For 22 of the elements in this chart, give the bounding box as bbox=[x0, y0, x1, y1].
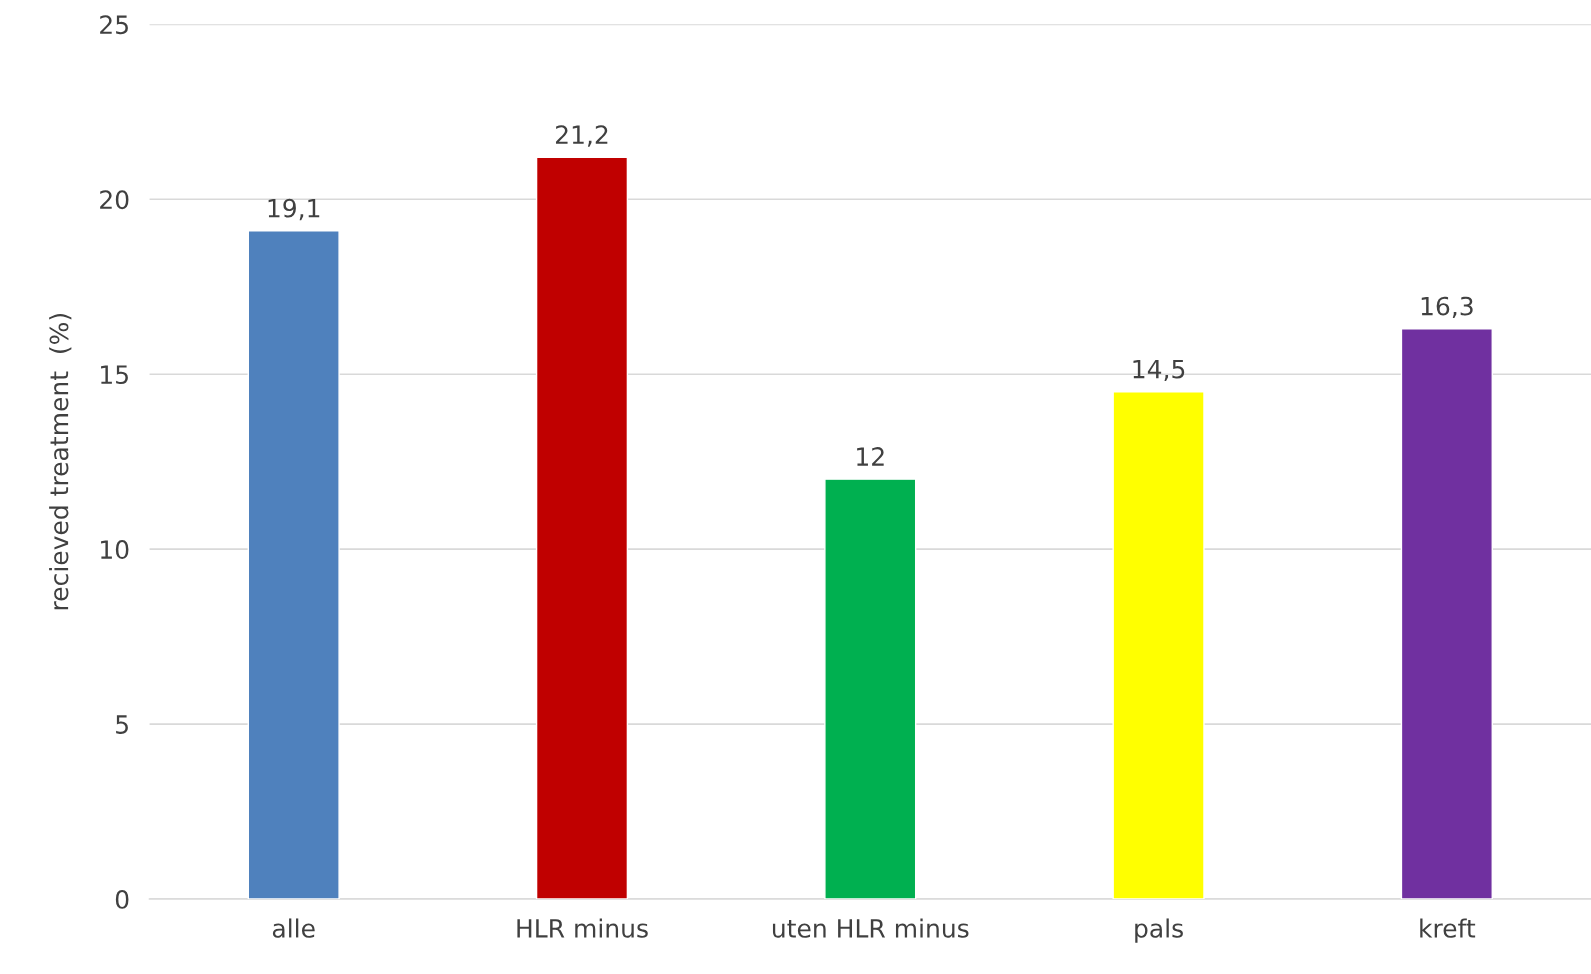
x-tick-label: HLR minus bbox=[517, 918, 648, 938]
bar bbox=[247, 230, 340, 899]
data-label: 21,2 bbox=[555, 125, 608, 147]
y-tick-label: 20 bbox=[100, 190, 129, 210]
y-axis-title: recieved treatment (%) bbox=[49, 313, 72, 610]
data-label: 16,3 bbox=[1421, 296, 1473, 319]
bar bbox=[1112, 391, 1205, 899]
y-tick-label: 25 bbox=[100, 15, 128, 35]
x-tick-label: uten HLR minus bbox=[772, 918, 969, 938]
y-tick-label: 15 bbox=[101, 365, 128, 385]
bar bbox=[824, 478, 917, 899]
data-label: 19,1 bbox=[268, 198, 320, 221]
bar bbox=[1400, 328, 1493, 899]
y-tick-label: 10 bbox=[101, 540, 129, 559]
x-tick-label: kreft bbox=[1420, 918, 1476, 938]
bar bbox=[535, 156, 629, 899]
data-label: 12 bbox=[857, 447, 884, 466]
x-tick-label: pals bbox=[1135, 918, 1183, 943]
y-tick-label: 0 bbox=[115, 889, 129, 909]
y-tick-label: 5 bbox=[116, 715, 128, 734]
x-tick-label: alle bbox=[272, 918, 315, 938]
data-label: 14,5 bbox=[1133, 359, 1185, 382]
